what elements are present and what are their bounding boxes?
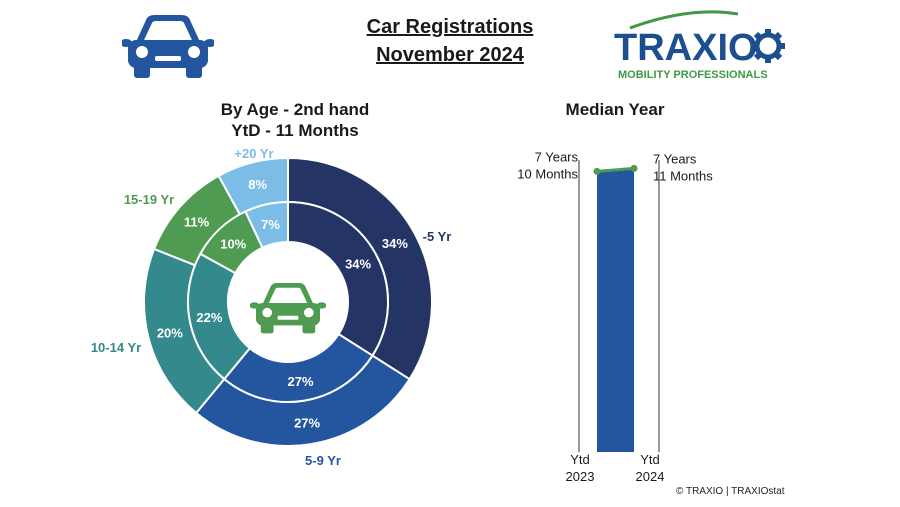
outer-slice-label-2: 20% [157, 325, 183, 340]
logo-wordmark: TRAXIO [614, 27, 758, 69]
traxio-logo: TRAXIO MOBILITY PROFESSIONALS [614, 10, 785, 81]
median-title: Median Year [565, 100, 665, 119]
category-label-3: 15-19 Yr [124, 192, 174, 207]
median-point-1 [630, 164, 638, 172]
outer-slice-label-0: 34% [382, 236, 408, 251]
median-value-label-1: 7 Years [653, 151, 697, 166]
median-value-label-0: 10 Months [517, 166, 578, 181]
outer-slice-label-1: 27% [294, 415, 320, 430]
median-chart: 7 Years 10 Months 7 Years 11 Months Ytd 2023 Y… [517, 149, 713, 484]
median-category-label-1: Ytd [640, 452, 660, 467]
category-label-1: 5-9 Yr [305, 453, 341, 468]
category-label-4: +20 Yr [234, 146, 273, 161]
donut-subtitle: YtD - 11 Months [231, 121, 359, 140]
chart-title-line1: Car Registrations [366, 16, 534, 38]
median-category-label-0: Ytd [570, 452, 590, 467]
median-category-label-1: 2024 [636, 469, 665, 484]
chart-title-line2: November 2024 [376, 44, 524, 66]
outer-slice-label-3: 11% [184, 214, 210, 229]
outer-slice-label-4: 8% [248, 177, 267, 192]
inner-slice-1 [222, 332, 374, 403]
category-label-2: 10-14 Yr [91, 340, 141, 355]
donut-title: By Age - 2nd hand [220, 100, 370, 119]
inner-slice-label-3: 10% [220, 237, 246, 252]
inner-slice-label-2: 22% [196, 310, 222, 325]
copyright-footer: © TRAXIO | TRAXIOstat [676, 486, 785, 497]
inner-slice-4 [244, 200, 289, 250]
inner-slice-label-0: 34% [345, 256, 371, 271]
logo-tagline: MOBILITY PROFESSIONALS [618, 69, 768, 81]
median-trend-line [596, 166, 635, 173]
car-icon [122, 15, 214, 78]
median-category-label-0: 2023 [566, 469, 595, 484]
median-bar [597, 168, 634, 453]
donut-chart: 34% 27% 20% 11% 8% 34% 27% 22% 10% 7% -5 Yr 5-9 Yr 1… [91, 146, 452, 468]
car-icon [250, 283, 326, 334]
median-value-label-1: 11 Months [653, 168, 713, 183]
inner-slice-label-1: 27% [287, 374, 313, 389]
category-label-0: -5 Yr [423, 229, 452, 244]
median-value-label-0: 7 Years [535, 149, 579, 164]
median-point-0 [593, 167, 601, 175]
inner-slice-0 [287, 200, 389, 357]
inner-slice-label-4: 7% [261, 217, 280, 232]
